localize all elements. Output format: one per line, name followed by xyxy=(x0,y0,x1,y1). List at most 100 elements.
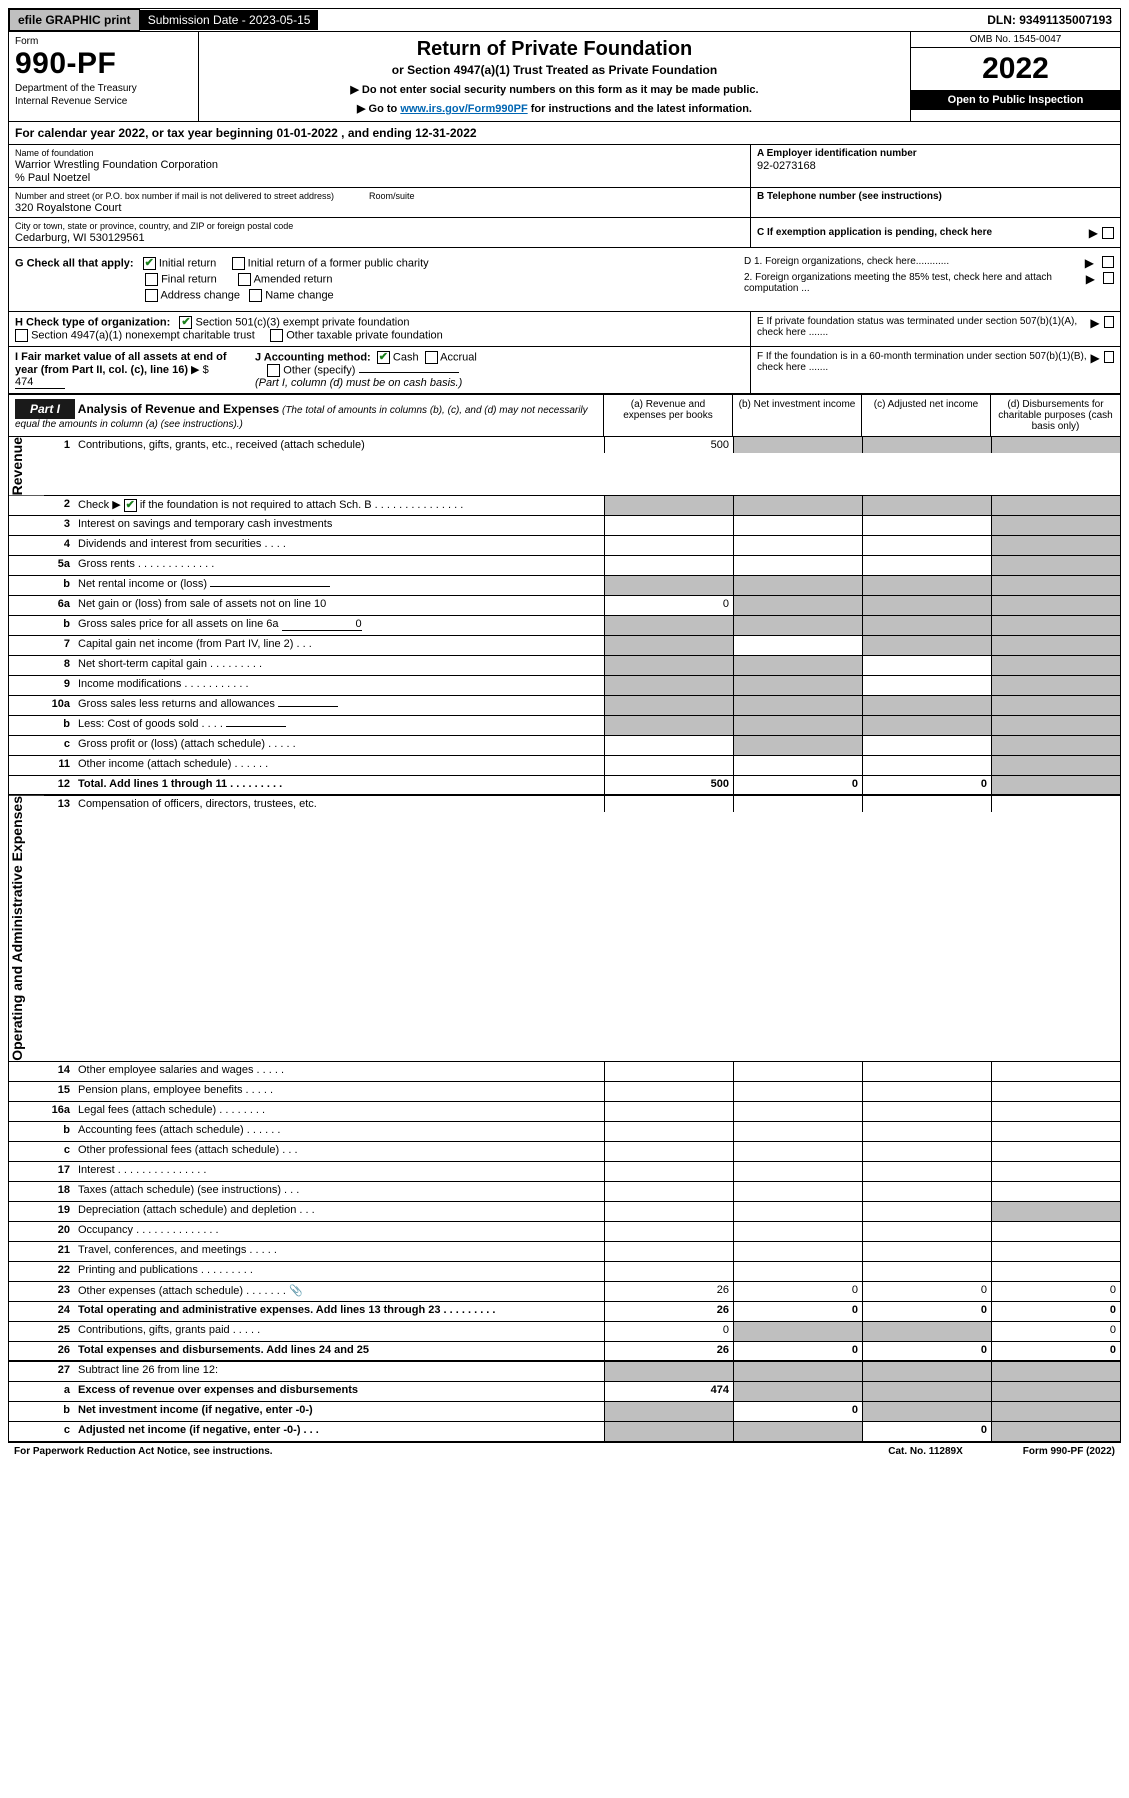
d2-checkbox[interactable] xyxy=(1103,272,1114,284)
table-row: 24Total operating and administrative exp… xyxy=(9,1302,1120,1322)
j-other: Other (specify) xyxy=(283,364,355,376)
cat-no: Cat. No. 11289X xyxy=(888,1446,962,1457)
table-row: aExcess of revenue over expenses and dis… xyxy=(9,1382,1120,1402)
table-row: 7Capital gain net income (from Part IV, … xyxy=(9,636,1120,656)
form990pf-link[interactable]: www.irs.gov/Form990PF xyxy=(400,103,527,115)
table-row: Revenue 1Contributions, gifts, grants, e… xyxy=(9,437,1120,496)
e-checkbox[interactable] xyxy=(1104,316,1114,328)
table-row: 18Taxes (attach schedule) (see instructi… xyxy=(9,1182,1120,1202)
table-row: 22Printing and publications . . . . . . … xyxy=(9,1262,1120,1282)
form-header: Form 990-PF Department of the Treasury I… xyxy=(8,32,1121,122)
table-row: 14Other employee salaries and wages . . … xyxy=(9,1062,1120,1082)
col-d-header: (d) Disbursements for charitable purpose… xyxy=(991,395,1120,436)
h-4947-checkbox[interactable] xyxy=(15,329,28,342)
col-b-header: (b) Net investment income xyxy=(733,395,862,436)
table-row: 26Total expenses and disbursements. Add … xyxy=(9,1342,1120,1362)
table-row: 2Check ▶ ✔ if the foundation is not requ… xyxy=(9,496,1120,516)
j-cash-checkbox[interactable]: ✔ xyxy=(377,351,390,364)
j-label: J Accounting method: xyxy=(255,351,371,363)
d1-label: D 1. Foreign organizations, check here..… xyxy=(744,256,949,267)
i-label: I Fair market value of all assets at end… xyxy=(15,351,227,376)
j-accrual-checkbox[interactable] xyxy=(425,351,438,364)
address-label: Number and street (or P.O. box number if… xyxy=(15,191,744,201)
foundation-name: Warrior Wrestling Foundation Corporation xyxy=(15,159,744,171)
section-h-e: H Check type of organization: ✔ Section … xyxy=(8,312,1121,347)
j-note: (Part I, column (d) must be on cash basi… xyxy=(255,377,462,389)
ein-value: 92-0273168 xyxy=(757,160,1114,172)
entity-info: Name of foundation Warrior Wrestling Fou… xyxy=(8,145,1121,248)
instructions-link-line: ▶ Go to www.irs.gov/Form990PF for instru… xyxy=(205,102,904,115)
table-row: 5aGross rents . . . . . . . . . . . . . xyxy=(9,556,1120,576)
name-change-checkbox[interactable] xyxy=(249,289,262,302)
table-row: cOther professional fees (attach schedul… xyxy=(9,1142,1120,1162)
calendar-year-line: For calendar year 2022, or tax year begi… xyxy=(8,122,1121,145)
j-other-checkbox[interactable] xyxy=(267,364,280,377)
addr-change-checkbox[interactable] xyxy=(145,289,158,302)
table-row: Operating and Administrative Expenses 13… xyxy=(9,796,1120,1062)
initial-former-checkbox[interactable] xyxy=(232,257,245,270)
h-opt1: Section 501(c)(3) exempt private foundat… xyxy=(195,316,409,328)
dept-treasury: Department of the Treasury xyxy=(15,83,192,94)
dln: DLN: 93491135007193 xyxy=(979,10,1120,30)
j-accrual: Accrual xyxy=(440,351,477,363)
final-return-label: Final return xyxy=(161,273,217,285)
name-label: Name of foundation xyxy=(15,148,744,158)
form-subtitle: or Section 4947(a)(1) Trust Treated as P… xyxy=(205,63,904,77)
initial-return-checkbox[interactable]: ✔ xyxy=(143,257,156,270)
street-address: 320 Royalstone Court xyxy=(15,202,744,214)
e-label: E If private foundation status was termi… xyxy=(757,316,1090,338)
table-row: cAdjusted net income (if negative, enter… xyxy=(9,1422,1120,1442)
city-label: City or town, state or province, country… xyxy=(15,221,744,231)
table-row: 23Other expenses (attach schedule) . . .… xyxy=(9,1282,1120,1302)
form-number: 990-PF xyxy=(15,47,192,81)
h-other-checkbox[interactable] xyxy=(270,329,283,342)
f-label: F If the foundation is in a 60-month ter… xyxy=(757,351,1091,373)
form-label: Form xyxy=(15,36,192,47)
form-ref: Form 990-PF (2022) xyxy=(1023,1446,1115,1457)
d1-checkbox[interactable] xyxy=(1102,256,1114,268)
tax-year: 2022 xyxy=(911,48,1120,90)
exemption-checkbox[interactable] xyxy=(1102,227,1114,239)
table-row: 15Pension plans, employee benefits . . .… xyxy=(9,1082,1120,1102)
paperwork-notice: For Paperwork Reduction Act Notice, see … xyxy=(14,1446,273,1457)
part1-label: Part I xyxy=(15,399,75,419)
sch-b-checkbox[interactable]: ✔ xyxy=(124,499,137,512)
table-row: 8Net short-term capital gain . . . . . .… xyxy=(9,656,1120,676)
efile-print-button[interactable]: efile GRAPHIC print xyxy=(9,9,140,31)
table-row: 4Dividends and interest from securities … xyxy=(9,536,1120,556)
arrow-icon: ▶ xyxy=(1089,226,1098,240)
col-c-header: (c) Adjusted net income xyxy=(862,395,991,436)
table-row: 10aGross sales less returns and allowanc… xyxy=(9,696,1120,716)
city-value: Cedarburg, WI 530129561 xyxy=(15,232,744,244)
final-return-checkbox[interactable] xyxy=(145,273,158,286)
table-row: bNet rental income or (loss) xyxy=(9,576,1120,596)
h-label: H Check type of organization: xyxy=(15,316,170,328)
table-row: 21Travel, conferences, and meetings . . … xyxy=(9,1242,1120,1262)
table-row: 6aNet gain or (loss) from sale of assets… xyxy=(9,596,1120,616)
submission-date: Submission Date - 2023-05-15 xyxy=(140,10,319,30)
i-value: 474 xyxy=(15,376,65,389)
amended-label: Amended return xyxy=(254,273,333,285)
addr-change-label: Address change xyxy=(160,289,240,301)
col-a-header: (a) Revenue and expenses per books xyxy=(604,395,733,436)
g-label: G Check all that apply: xyxy=(15,257,134,269)
h-opt2: Section 4947(a)(1) nonexempt charitable … xyxy=(31,329,255,341)
attachment-icon[interactable]: 📎 xyxy=(289,1285,303,1297)
table-row: 17Interest . . . . . . . . . . . . . . . xyxy=(9,1162,1120,1182)
exemption-pending-label: C If exemption application is pending, c… xyxy=(757,227,992,238)
h-501c3-checkbox[interactable]: ✔ xyxy=(179,316,192,329)
table-row: cGross profit or (loss) (attach schedule… xyxy=(9,736,1120,756)
part1-title: Analysis of Revenue and Expenses xyxy=(78,402,279,416)
f-checkbox[interactable] xyxy=(1104,351,1114,363)
table-row: 9Income modifications . . . . . . . . . … xyxy=(9,676,1120,696)
amended-checkbox[interactable] xyxy=(238,273,251,286)
h-opt3: Other taxable private foundation xyxy=(286,329,443,341)
open-inspection: Open to Public Inspection xyxy=(911,90,1120,110)
table-row: 20Occupancy . . . . . . . . . . . . . . xyxy=(9,1222,1120,1242)
table-row: 25Contributions, gifts, grants paid . . … xyxy=(9,1322,1120,1342)
top-bar: efile GRAPHIC print Submission Date - 20… xyxy=(8,8,1121,32)
table-row: bNet investment income (if negative, ent… xyxy=(9,1402,1120,1422)
form-title: Return of Private Foundation xyxy=(205,38,904,61)
expenses-side-label: Operating and Administrative Expenses xyxy=(9,796,44,1061)
table-row: 16aLegal fees (attach schedule) . . . . … xyxy=(9,1102,1120,1122)
